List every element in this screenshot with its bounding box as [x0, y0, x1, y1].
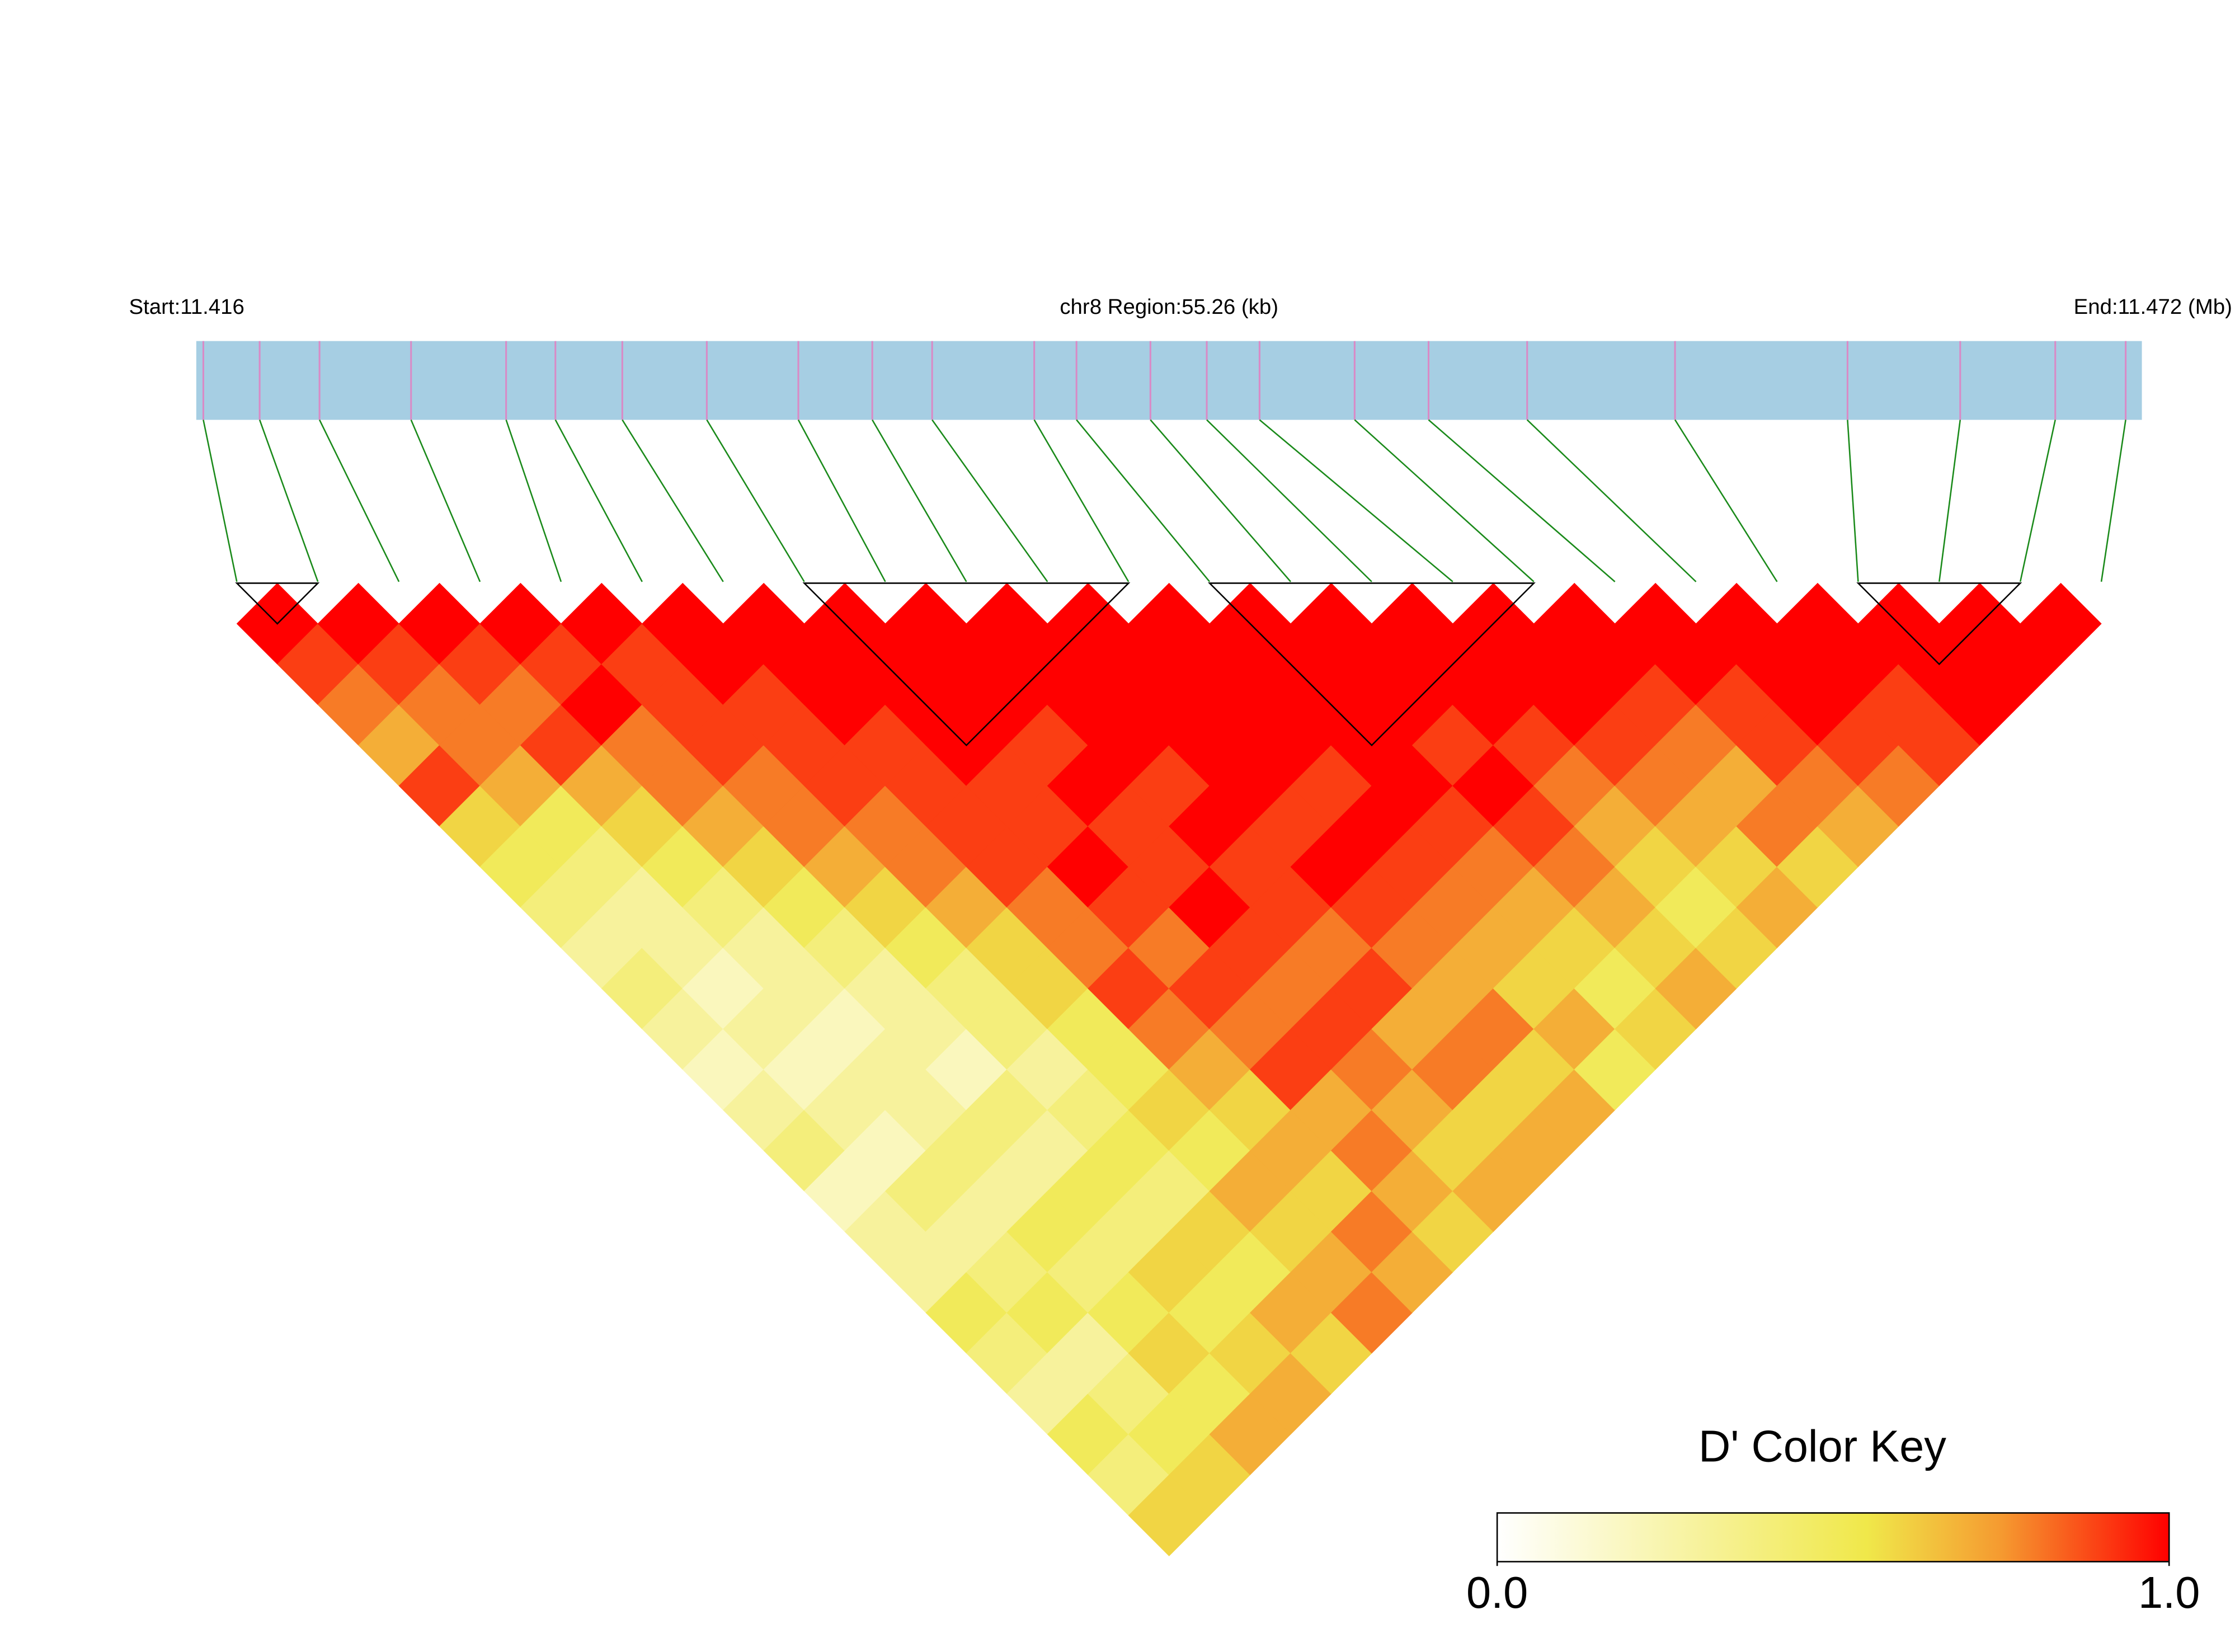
ld-cell — [2020, 582, 2102, 665]
snp-link — [1428, 419, 1616, 582]
snp-link — [258, 420, 319, 582]
snp-link — [1938, 420, 1961, 582]
snp-link — [622, 419, 724, 582]
snp-link — [2019, 420, 2056, 582]
snp-link — [706, 419, 805, 582]
snp-link — [1354, 419, 1535, 582]
snp-link — [1150, 419, 1292, 582]
ld-block — [1856, 582, 2022, 666]
snp-link — [1206, 419, 1372, 582]
snp-link — [505, 420, 562, 582]
snp-link — [1674, 419, 1778, 582]
snp-link — [410, 419, 481, 582]
snp-link — [797, 419, 886, 582]
color-key-title: D' Color Key — [1698, 1422, 1946, 1471]
chart-title: chr8 Region:55.26 (kb) — [1060, 295, 1278, 319]
snp-link — [931, 419, 1048, 582]
snp-link — [1259, 419, 1453, 582]
color-key-tick-label: 1.0 — [2138, 1568, 2200, 1617]
ld-block — [1208, 582, 1536, 747]
snp-link — [1526, 419, 1697, 582]
start-label: Start:11.416 — [129, 295, 244, 319]
ld-block — [802, 582, 1131, 747]
snp-link — [554, 419, 643, 582]
color-key-tick-label: 0.0 — [1466, 1568, 1528, 1617]
ld-block — [235, 582, 320, 625]
snp-link — [2100, 420, 2126, 582]
snp-link — [1076, 419, 1211, 582]
snp-link — [318, 419, 400, 582]
snp-link — [1847, 420, 1859, 582]
snp-link — [203, 420, 238, 582]
snp-link — [872, 419, 967, 582]
snp-link — [1033, 419, 1130, 582]
genome-bar — [196, 341, 2142, 420]
end-label: End:11.472 (Mb) — [2074, 295, 2232, 319]
color-key-bar — [1496, 1512, 2170, 1562]
